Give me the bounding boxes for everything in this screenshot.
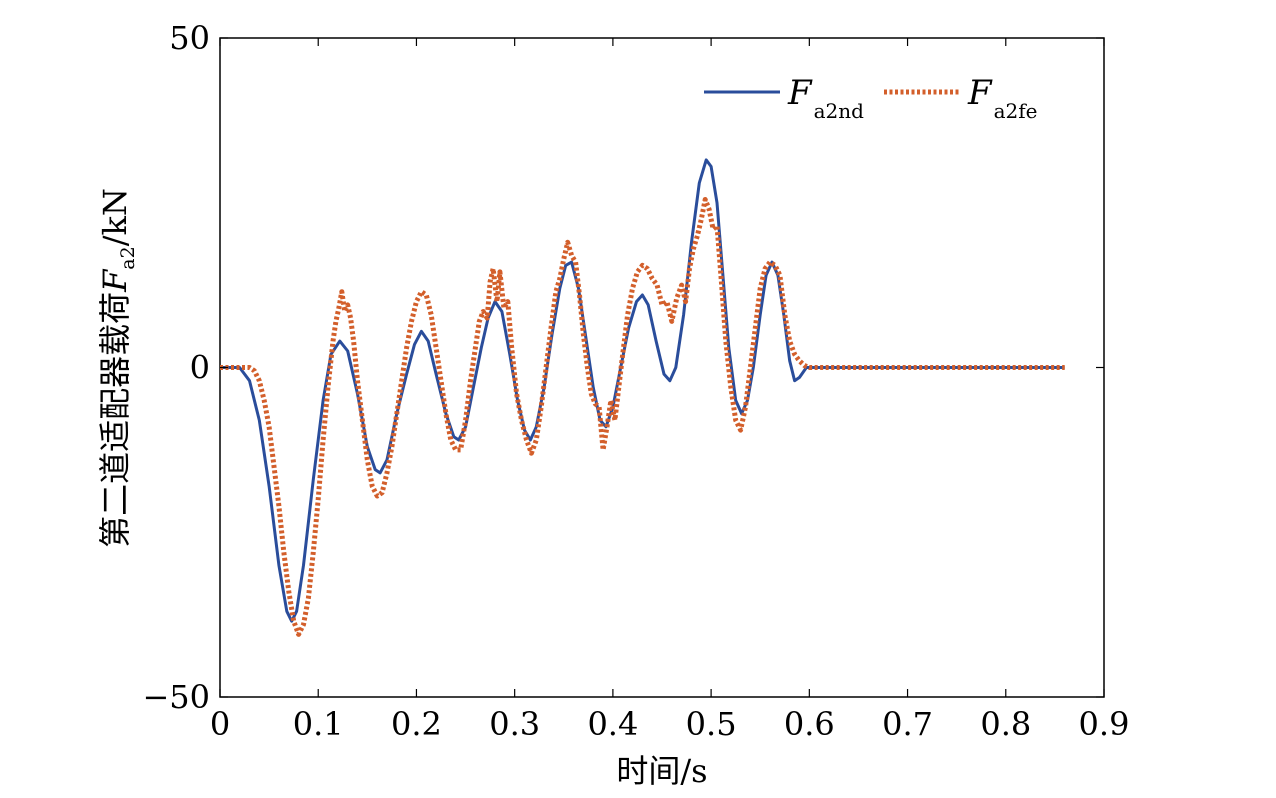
x-tick-label: 0.4 (587, 705, 638, 743)
series-layer (220, 158, 1065, 637)
y-tick-label: 0 (190, 349, 210, 387)
y-axis-label-unit: /kN (96, 188, 134, 246)
x-tick-label: 0.8 (980, 705, 1031, 743)
series-line-a2nd (220, 158, 1065, 623)
x-tick-label: 0.9 (1079, 705, 1130, 743)
y-tick-label: −50 (142, 678, 210, 716)
x-tick-label: 0.6 (784, 705, 835, 743)
y-axis-label-var: F (96, 268, 134, 293)
x-tick-label: 0.3 (489, 705, 540, 743)
y-axis-label-prefix: 第二道适配器载荷 (96, 292, 134, 548)
x-tick-label: 0.5 (686, 705, 737, 743)
y-axis-label-sub: a2 (117, 246, 139, 269)
series-line-a2fe (220, 197, 1065, 637)
x-axis-label: 时间/s (616, 752, 707, 790)
x-tick-label: 0 (210, 705, 230, 743)
x-tick-label: 0.2 (391, 705, 442, 743)
y-axis-label: 第二道适配器载荷Fa2/kN (96, 188, 139, 548)
x-tick-label: 0.1 (293, 705, 344, 743)
y-tick-label: 50 (169, 19, 210, 57)
x-tick-label: 0.7 (882, 705, 933, 743)
